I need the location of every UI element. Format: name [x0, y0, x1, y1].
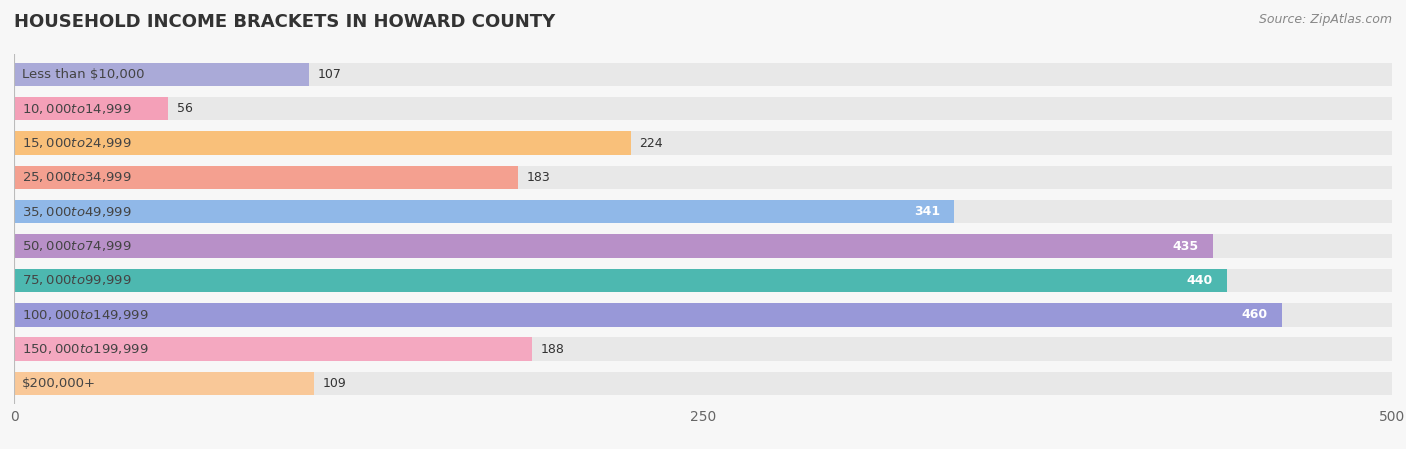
- Text: $100,000 to $149,999: $100,000 to $149,999: [22, 308, 149, 322]
- Text: 460: 460: [1241, 308, 1268, 321]
- Text: 107: 107: [318, 68, 342, 81]
- Bar: [14, 234, 1392, 258]
- Bar: [14, 234, 1213, 258]
- Bar: [14, 200, 953, 224]
- Bar: [14, 166, 519, 189]
- Text: HOUSEHOLD INCOME BRACKETS IN HOWARD COUNTY: HOUSEHOLD INCOME BRACKETS IN HOWARD COUN…: [14, 13, 555, 31]
- Bar: [14, 132, 1392, 155]
- Text: Source: ZipAtlas.com: Source: ZipAtlas.com: [1258, 13, 1392, 26]
- Text: $200,000+: $200,000+: [22, 377, 97, 390]
- Bar: [14, 166, 1392, 189]
- Text: $150,000 to $199,999: $150,000 to $199,999: [22, 342, 149, 356]
- Text: Less than $10,000: Less than $10,000: [22, 68, 145, 81]
- Bar: [14, 338, 1392, 361]
- Bar: [14, 200, 1392, 224]
- Text: $35,000 to $49,999: $35,000 to $49,999: [22, 205, 132, 219]
- Bar: [14, 63, 309, 86]
- Text: 183: 183: [527, 171, 550, 184]
- Text: $75,000 to $99,999: $75,000 to $99,999: [22, 273, 132, 287]
- Text: 341: 341: [914, 205, 941, 218]
- Text: 56: 56: [177, 102, 193, 115]
- Bar: [14, 303, 1282, 326]
- Bar: [14, 269, 1226, 292]
- Text: 109: 109: [323, 377, 346, 390]
- Bar: [14, 269, 1392, 292]
- Bar: [14, 97, 169, 120]
- Text: $50,000 to $74,999: $50,000 to $74,999: [22, 239, 132, 253]
- Text: 435: 435: [1173, 240, 1199, 253]
- Bar: [14, 372, 315, 395]
- Bar: [14, 303, 1392, 326]
- Text: $10,000 to $14,999: $10,000 to $14,999: [22, 102, 132, 116]
- Bar: [14, 63, 1392, 86]
- Text: 188: 188: [540, 343, 564, 356]
- Bar: [14, 338, 531, 361]
- Text: $25,000 to $34,999: $25,000 to $34,999: [22, 171, 132, 185]
- Text: $15,000 to $24,999: $15,000 to $24,999: [22, 136, 132, 150]
- Text: 224: 224: [640, 136, 664, 150]
- Text: 440: 440: [1187, 274, 1213, 287]
- Bar: [14, 97, 1392, 120]
- Bar: [14, 132, 631, 155]
- Bar: [14, 372, 1392, 395]
